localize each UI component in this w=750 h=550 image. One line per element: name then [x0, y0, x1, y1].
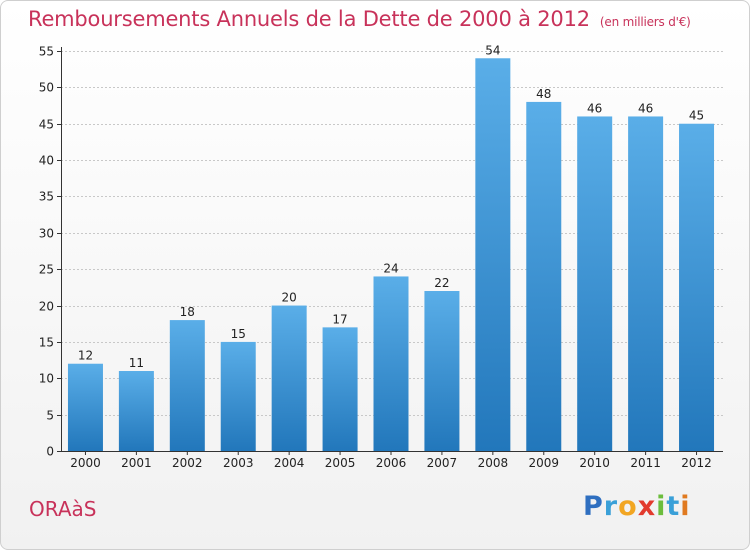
bar-2001[interactable] — [118, 371, 154, 451]
x-tick-label-2011: 2011 — [630, 456, 661, 470]
x-tick-label-2009: 2009 — [528, 456, 559, 470]
x-tick-label-2008: 2008 — [478, 456, 509, 470]
value-label-2007: 22 — [434, 276, 449, 290]
logo-letter: r — [603, 491, 619, 522]
value-label-2006: 24 — [383, 261, 398, 275]
bar-2007[interactable] — [424, 291, 460, 451]
bar-2009[interactable] — [526, 101, 562, 451]
y-tick-label: 25 — [39, 263, 54, 277]
bar-2010[interactable] — [577, 116, 613, 452]
y-tick-label: 40 — [39, 154, 54, 168]
x-tick-label-2010: 2010 — [579, 456, 610, 470]
y-tick-label: 45 — [39, 118, 54, 132]
y-tick-label: 30 — [39, 227, 54, 241]
value-label-2009: 48 — [536, 87, 551, 101]
chart-title-text: Remboursements Annuels de la Dette de 20… — [28, 7, 590, 31]
x-tick-label-2002: 2002 — [172, 456, 203, 470]
logo-letter: o — [618, 491, 638, 522]
x-tick-label-2012: 2012 — [681, 456, 712, 470]
y-tick-label: 55 — [39, 45, 54, 59]
x-tick-label-2004: 2004 — [274, 456, 305, 470]
x-tick-label-2000: 2000 — [70, 456, 101, 470]
value-label-2001: 11 — [129, 356, 144, 370]
x-tick-label-2007: 2007 — [427, 456, 458, 470]
bar-2002[interactable] — [169, 320, 205, 451]
value-label-2005: 17 — [332, 312, 347, 326]
logo-letter: P — [583, 491, 604, 522]
y-tick-label: 50 — [39, 81, 54, 95]
bar-2003[interactable] — [220, 341, 256, 451]
x-tick-label-2005: 2005 — [325, 456, 356, 470]
value-label-2003: 15 — [231, 327, 246, 341]
x-tick-label-2006: 2006 — [376, 456, 407, 470]
bar-2011[interactable] — [628, 116, 664, 452]
chart-title: Remboursements Annuels de la Dette de 20… — [28, 7, 691, 31]
bar-2000[interactable] — [67, 363, 103, 451]
value-label-2000: 12 — [78, 349, 93, 363]
y-tick-label: 5 — [46, 409, 54, 423]
bar-2006[interactable] — [373, 276, 409, 451]
value-label-2011: 46 — [638, 101, 653, 115]
y-tick-label: 10 — [39, 372, 54, 386]
chart-subtitle: (en milliers d'€) — [599, 15, 691, 29]
value-label-2002: 18 — [180, 305, 195, 319]
y-tick-label: 35 — [39, 190, 54, 204]
bar-2005[interactable] — [322, 327, 358, 451]
y-tick-label: 0 — [46, 445, 54, 459]
value-label-2004: 20 — [282, 291, 297, 305]
x-tick-label-2003: 2003 — [223, 456, 254, 470]
y-tick-label: 15 — [39, 336, 54, 350]
bar-2012[interactable] — [679, 123, 715, 452]
logo-letter: i — [680, 491, 691, 522]
logo-letter: i — [656, 491, 667, 522]
proxiti-logo[interactable]: Proxiti — [583, 491, 691, 522]
bar-2008[interactable] — [475, 58, 511, 451]
bar-2004[interactable] — [271, 305, 307, 451]
y-tick-label: 20 — [39, 300, 54, 314]
commune-name: ORAàS — [29, 497, 97, 521]
value-label-2012: 45 — [689, 109, 704, 123]
x-tick-label-2001: 2001 — [121, 456, 152, 470]
value-label-2008: 54 — [485, 43, 500, 57]
logo-letter: x — [637, 491, 657, 522]
value-label-2010: 46 — [587, 101, 602, 115]
logo-letter: t — [666, 491, 681, 522]
